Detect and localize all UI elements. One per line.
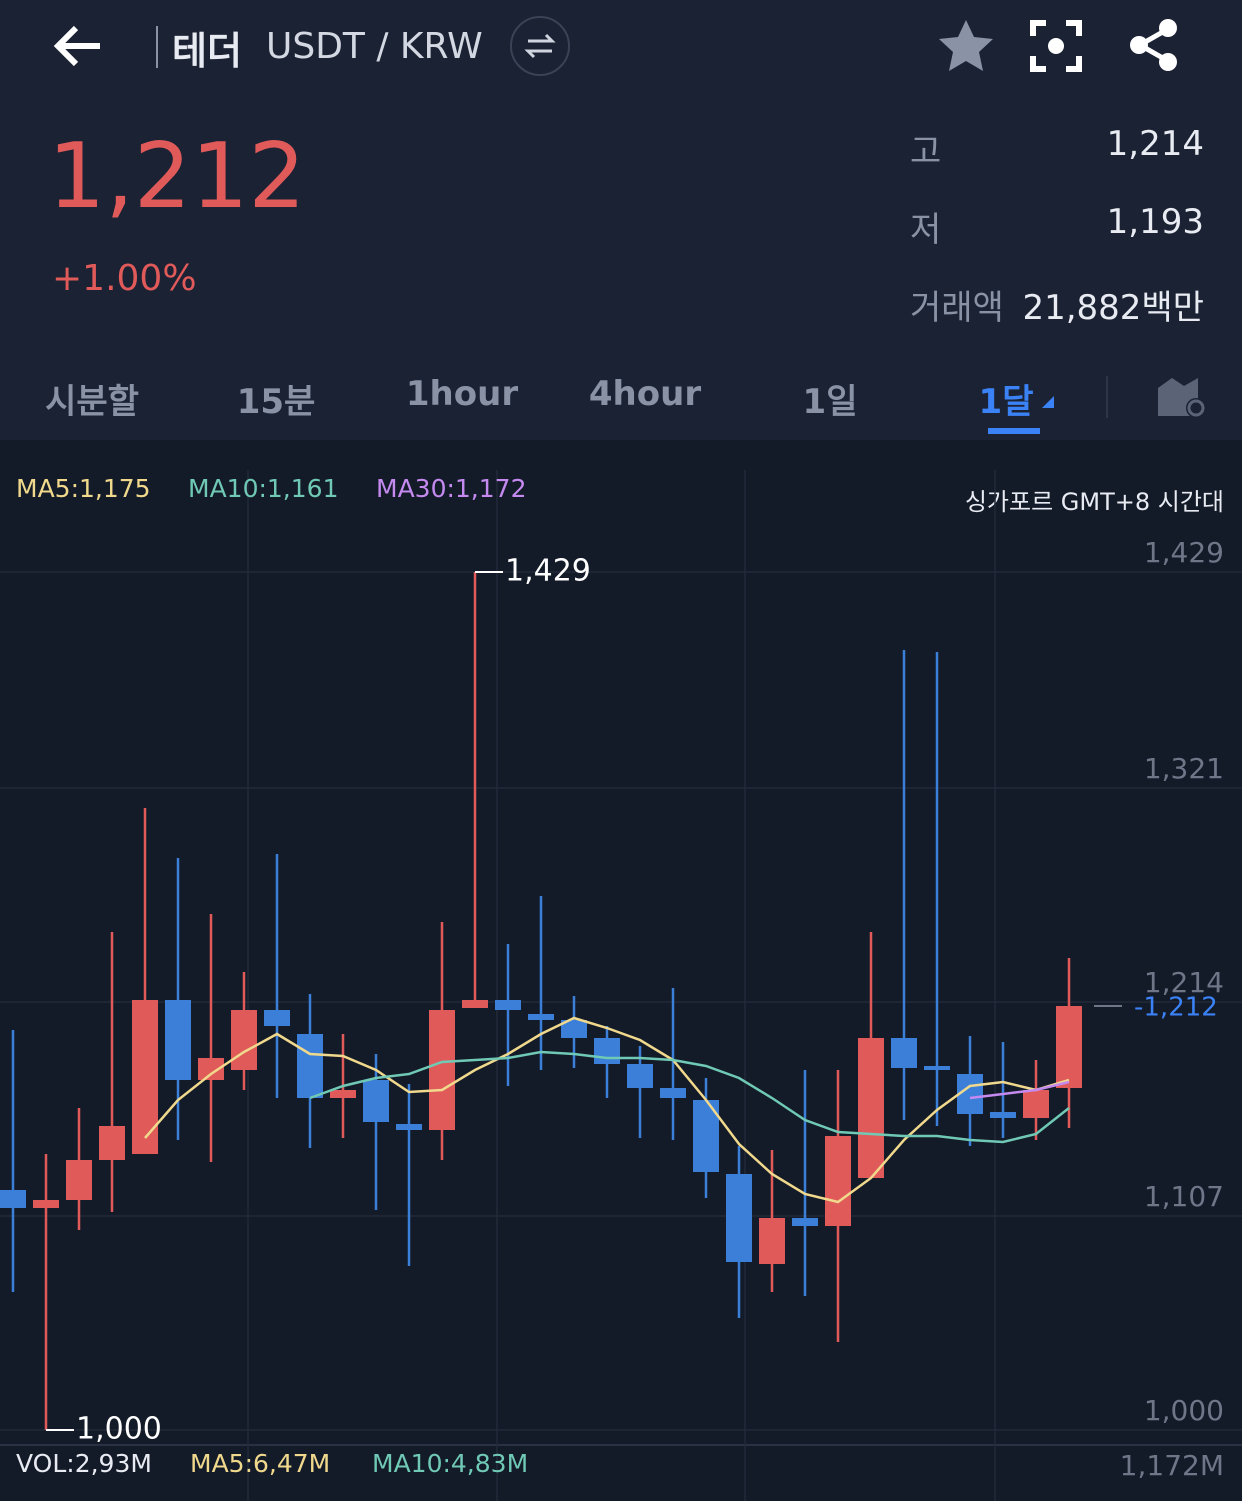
candle-body [660,1088,686,1098]
candle-body [462,1000,488,1008]
chart-bg [0,440,1242,1501]
candle-body [726,1174,752,1262]
ma-line [309,1050,1070,1144]
candle-body [891,1038,917,1068]
candle-body [429,1010,455,1130]
volume-axis-label: 1,172M [1120,1449,1224,1482]
candle-body [528,1014,554,1020]
stat-label: 거래액 [910,288,1004,328]
divider [156,26,158,68]
share-button[interactable] [1128,18,1180,72]
legend-entry: MA5:1,175 [16,474,151,503]
scan-button[interactable] [1030,20,1082,72]
favorite-button[interactable] [936,18,996,74]
candle-body [66,1160,92,1200]
change: +1.00% [52,258,197,299]
candle-body [165,1000,191,1080]
stat-value: 1,214 [1106,124,1204,164]
y-tick-label: 1,429 [1144,536,1224,569]
back-button[interactable] [50,22,106,70]
dropdown-caret [1042,396,1054,408]
candle-body [759,1218,785,1264]
chart-settings[interactable] [1156,374,1210,420]
tab[interactable]: 1hour [405,374,519,414]
annotation: 1,000 [76,1412,162,1447]
candle-body [627,1064,653,1088]
candle-body [990,1112,1016,1118]
stat-label: 저 [910,210,942,250]
tab[interactable]: 4hour [588,374,702,414]
tab[interactable]: 1일 [802,382,858,422]
candle-body [561,1020,587,1038]
candle-body [132,1000,158,1154]
candle-body [792,1218,818,1226]
stat-label: 고 [910,132,942,172]
y-tick-label: 1,000 [1144,1394,1224,1427]
candle-body [858,1038,884,1178]
candle-body [231,1010,257,1070]
candle-body [825,1136,851,1226]
candle-body [1056,1006,1082,1088]
timezone: 싱가포르 GMT+8 시간대 [965,488,1224,516]
ma-line [144,1016,1070,1204]
coin-name: 테더 [172,29,242,73]
candle-body [264,1010,290,1026]
candle-body [330,1090,356,1098]
y-tick-label: 1,107 [1144,1180,1224,1213]
price: 1,212 [48,124,306,229]
candle-body [957,1074,983,1114]
last-price-label: -1,212 [1134,993,1218,1023]
divider [1106,376,1108,418]
candle-body [1023,1090,1049,1118]
chart: 싱가포르 GMT+8 시간대 1,429 1,321 1,214 1,107 1,000… [0,440,1242,1501]
candle-body [495,1000,521,1010]
candle-body [924,1066,950,1070]
candle-body [99,1126,125,1160]
candle-body [0,1190,26,1208]
swap-button[interactable] [509,16,571,76]
stat-value: 21,882백만 [1022,288,1204,328]
stat-value: 1,193 [1106,202,1204,242]
volume-label: MA10:4,83M [372,1449,528,1478]
legend-entry: MA10:1,161 [188,474,338,503]
legend-entry: MA30:1,172 [376,474,526,503]
tab[interactable]: 시분할 [45,382,139,422]
pair: USDT / KRW [266,26,483,67]
volume-label: MA5:6,47M [190,1449,330,1478]
tab[interactable]: 15분 [236,382,316,422]
candle-body [198,1058,224,1080]
candle-body [363,1080,389,1122]
candle-body [594,1038,620,1064]
candle-body [297,1034,323,1098]
y-tick-label: 1,214 [1144,966,1224,999]
candle-body [33,1200,59,1208]
volume-label: VOL:2,93M [16,1449,152,1478]
y-tick-label: 1,321 [1144,752,1224,785]
candle-body [396,1124,422,1130]
tab[interactable]: 1달 [978,382,1034,422]
ma-line [969,1080,1070,1100]
tab-underline [988,428,1040,434]
annotation: 1,429 [505,554,591,589]
